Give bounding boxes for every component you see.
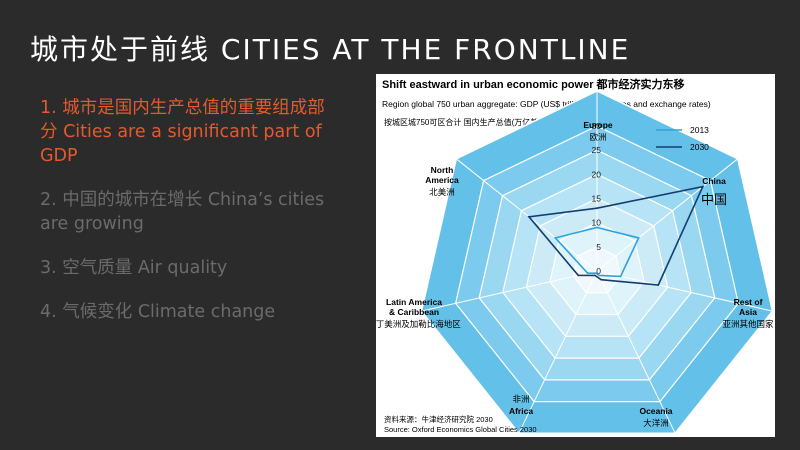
chart-subtitle-cn: 按城区城750可区合计 国内生产总值(万亿美元,以2012的价格和汇率) [384, 117, 625, 127]
slide-title: 城市处于前线 CITIES AT THE FRONTLINE [30, 33, 631, 66]
radar-chart: Shift eastward in urban economic power 都… [376, 74, 775, 437]
radar-grid [420, 90, 774, 434]
series-2013-line [553, 226, 640, 278]
series-2013-point [554, 237, 557, 239]
axis-label-en: Oceania [639, 406, 672, 416]
axis-label-cn: 拉丁美洲及加勒比海地区 [376, 319, 461, 329]
axis-label-cn: 中国 [701, 192, 727, 207]
series-2030-point [594, 274, 596, 277]
radar-spoke [596, 158, 739, 272]
radar-spoke [421, 270, 598, 312]
series-2030-point [528, 215, 530, 218]
chart-legend: 2013 2030 [656, 125, 709, 152]
radar-tick-label: 20 [592, 169, 602, 179]
axis-label-cn: 欧洲 [589, 132, 606, 142]
radar-tick-label: 15 [592, 194, 602, 204]
series-2030-point [701, 185, 704, 188]
axis-label-en: Rest of [734, 297, 763, 307]
radar-spoke [455, 158, 598, 272]
radar-chart-svg: Shift eastward in urban economic power 都… [376, 77, 774, 434]
series-2013-point [595, 272, 597, 275]
legend-2030-label: 2030 [690, 142, 709, 152]
axis-label-cn: 非洲 [512, 394, 529, 404]
series-2013-point [598, 274, 600, 277]
topic-item-climate[interactable]: 4. 气候变化 Climate change [40, 302, 276, 322]
radar-spoke [518, 270, 598, 434]
radar-tick-label: 30 [592, 121, 602, 131]
chart-source-en: Source: Oxford Economics Global Cities 2… [384, 425, 537, 434]
axis-label-en: America [425, 175, 459, 185]
series-2013-point [637, 237, 640, 239]
axis-label-en: Latin America [386, 297, 442, 307]
chart-title: Shift eastward in urban economic power 都… [382, 77, 685, 91]
axis-label-en: Asia [739, 307, 757, 317]
axis-label-cn: 北美洲 [429, 187, 455, 197]
topic-list: 1. 城市是国内生产总值的重要组成部分 Cities are a signifi… [40, 96, 330, 344]
series-2030-point [596, 207, 598, 210]
topic-item-air-quality[interactable]: 3. 空气质量 Air quality [40, 258, 228, 278]
radar-spoke [596, 270, 773, 312]
series-2013-point [586, 272, 589, 275]
chart-source-cn: 资料来源：牛津经济研究院 2030 [384, 414, 493, 424]
topic-item-gdp[interactable]: 1. 城市是国内生产总值的重要组成部分 Cities are a signifi… [40, 98, 325, 166]
chart-subtitle: Region global 750 urban aggregate: GDP (… [382, 99, 711, 109]
radar-tick-labels: 0 5 10 15 20 25 30 [592, 121, 602, 276]
radar-tick-label: 0 [596, 266, 601, 276]
radar-tick-label: 10 [592, 218, 602, 228]
series-2013-point [596, 226, 598, 229]
series-2030-point [577, 274, 580, 277]
axis-label-cn: 大洋洲 [643, 418, 669, 428]
radar-series [527, 185, 705, 286]
series-2030-point [600, 278, 603, 281]
topic-item-growth[interactable]: 2. 中国的城市在增长 China’s cities are growing [40, 190, 325, 234]
axis-label-cn: 亚洲其他国家 [722, 319, 774, 329]
series-2030-point [657, 284, 660, 286]
axis-label-en: China [702, 176, 726, 186]
axis-label-en: Africa [509, 406, 533, 416]
series-2030-line [527, 185, 705, 286]
axis-label-en: & Caribbean [389, 307, 439, 317]
radar-spoke [596, 270, 676, 434]
series-2013-point [619, 275, 622, 278]
legend-2013-label: 2013 [690, 125, 709, 135]
radar-tick-label: 5 [596, 242, 601, 252]
radar-tick-label: 25 [592, 145, 602, 155]
axis-label-en: Europe [583, 120, 613, 130]
axis-label-en: North [431, 165, 454, 175]
